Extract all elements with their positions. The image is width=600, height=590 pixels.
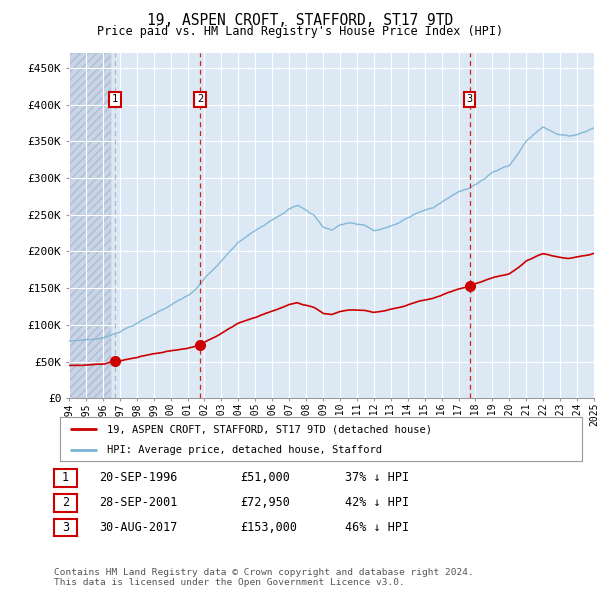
Text: 2: 2 <box>62 496 69 509</box>
Bar <box>69 53 112 398</box>
Text: Contains HM Land Registry data © Crown copyright and database right 2024.
This d: Contains HM Land Registry data © Crown c… <box>54 568 474 587</box>
Text: HPI: Average price, detached house, Stafford: HPI: Average price, detached house, Staf… <box>107 445 382 455</box>
Text: 1: 1 <box>62 471 69 484</box>
Text: 19, ASPEN CROFT, STAFFORD, ST17 9TD: 19, ASPEN CROFT, STAFFORD, ST17 9TD <box>147 13 453 28</box>
Text: 30-AUG-2017: 30-AUG-2017 <box>99 521 178 534</box>
Text: £72,950: £72,950 <box>240 496 290 509</box>
Text: 28-SEP-2001: 28-SEP-2001 <box>99 496 178 509</box>
Text: Price paid vs. HM Land Registry's House Price Index (HPI): Price paid vs. HM Land Registry's House … <box>97 25 503 38</box>
Text: £153,000: £153,000 <box>240 521 297 534</box>
Text: 19, ASPEN CROFT, STAFFORD, ST17 9TD (detached house): 19, ASPEN CROFT, STAFFORD, ST17 9TD (det… <box>107 424 432 434</box>
Text: 37% ↓ HPI: 37% ↓ HPI <box>345 471 409 484</box>
Text: 46% ↓ HPI: 46% ↓ HPI <box>345 521 409 534</box>
Text: 3: 3 <box>467 94 473 104</box>
Text: £51,000: £51,000 <box>240 471 290 484</box>
Text: 1: 1 <box>112 94 118 104</box>
Text: 2: 2 <box>197 94 203 104</box>
Text: 42% ↓ HPI: 42% ↓ HPI <box>345 496 409 509</box>
Text: 3: 3 <box>62 521 69 534</box>
Text: 20-SEP-1996: 20-SEP-1996 <box>99 471 178 484</box>
